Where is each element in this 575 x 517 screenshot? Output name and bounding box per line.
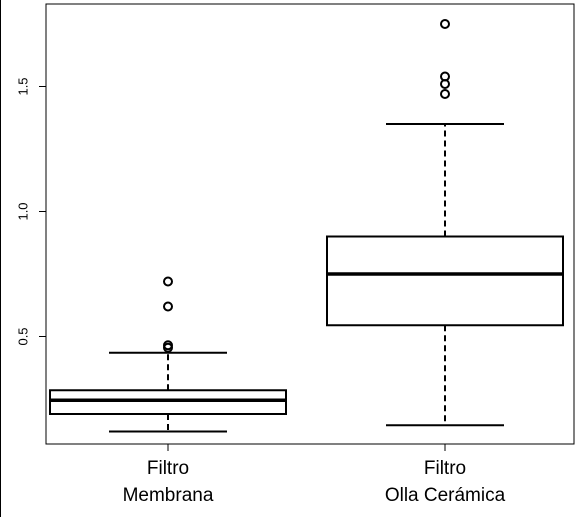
x-category-label-line2: Membrana: [123, 485, 214, 506]
box-group: [49, 276, 287, 433]
outlier-point: [163, 340, 173, 351]
x-axis: Filtro Membrana Filtro Olla Cerámica: [123, 444, 506, 506]
outlier-point: [163, 276, 173, 287]
y-tick-label: 0.5: [15, 327, 30, 345]
outlier-point: [163, 301, 173, 312]
x-category-label-line1: Filtro: [147, 458, 189, 479]
y-axis: 0.5 1.0 1.5: [15, 77, 47, 346]
outlier-point: [440, 71, 450, 82]
y-tick-label: 1.5: [15, 77, 30, 95]
iqr-box: [326, 235, 564, 327]
left-margin-line: [0, 0, 1, 517]
outlier-point: [440, 19, 450, 29]
box-group: [326, 19, 564, 427]
y-tick-label: 1.0: [15, 202, 30, 220]
x-category-label-line1: Filtro: [424, 458, 466, 479]
plot-frame: [45, 3, 575, 445]
x-category-label-line2: Olla Cerámica: [385, 485, 506, 506]
outlier-point: [440, 89, 450, 99]
boxes: [49, 19, 564, 433]
iqr-box: [49, 389, 287, 415]
